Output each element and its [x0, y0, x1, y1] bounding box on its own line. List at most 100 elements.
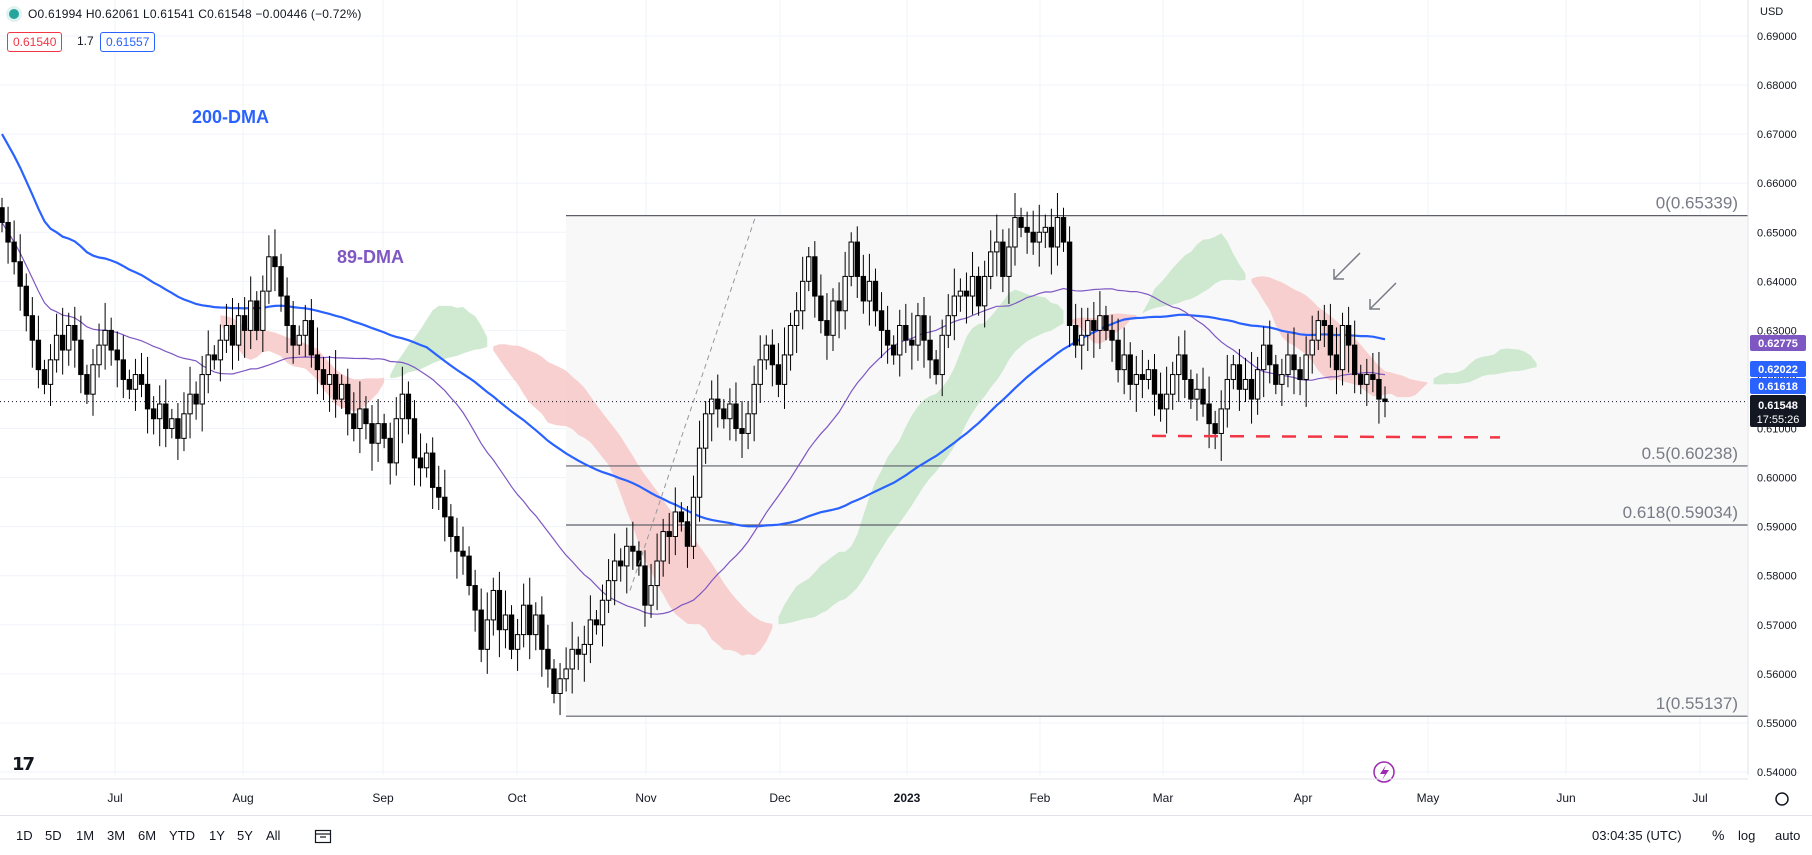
candle-body: [448, 516, 454, 537]
dma200-price-label: 0.61618: [1758, 381, 1798, 393]
range-6m-button[interactable]: 6M: [138, 828, 157, 843]
price-tick-label: 0.55000: [1757, 718, 1797, 730]
candle-body: [1254, 369, 1261, 400]
candle-body: [975, 275, 982, 307]
candle-body: [357, 408, 363, 430]
candle-body: [11, 241, 17, 263]
event-lightning-glyph: [1380, 765, 1389, 780]
auto-scale-button[interactable]: auto: [1775, 828, 1801, 843]
price-tick-label: 0.69000: [1757, 31, 1797, 43]
candle-body: [1151, 369, 1158, 395]
range-1d-button[interactable]: 1D: [16, 828, 33, 843]
candle-body: [351, 413, 357, 430]
candle-body: [842, 275, 848, 312]
percent-scale-button[interactable]: %: [1712, 827, 1725, 843]
candle-body: [1006, 246, 1012, 277]
cloud-bullish: [1142, 233, 1246, 314]
tradingview-logo[interactable]: 17: [12, 754, 35, 775]
support-line: [1151, 434, 1501, 439]
candle-body: [1054, 217, 1061, 248]
sell-price-button[interactable]: 0.61540: [7, 32, 63, 52]
candle-body: [1103, 315, 1109, 331]
candle-body: [496, 589, 503, 631]
chart-annotations: 200-DMA 89-DMA: [0, 107, 1748, 783]
range-all-button[interactable]: All: [266, 828, 281, 843]
range-ytd-button[interactable]: YTD: [169, 828, 195, 843]
candle-body: [278, 266, 284, 297]
candle-body: [848, 241, 854, 277]
candle-body: [1072, 324, 1079, 346]
range-5d-button[interactable]: 5D: [45, 828, 62, 843]
bottom-toolbar: 1D 5D 1M 3M 6M YTD 1Y 5Y All 03:04:35 (U…: [0, 815, 1812, 855]
candle-body: [563, 668, 569, 680]
fib-label: 0.5(0.60238): [1642, 444, 1738, 463]
candle-body: [654, 560, 660, 587]
chart-canvas[interactable]: 0(0.65339) 0.5(0.60238) 0.618(0.59034) 1(0.…: [0, 0, 1812, 815]
candle-body: [727, 403, 733, 420]
countdown-label: 17:55:26: [1757, 414, 1800, 426]
candle-body: [436, 486, 442, 498]
candle-body: [751, 383, 757, 415]
candle-body: [1261, 344, 1267, 371]
candle-body: [1036, 231, 1042, 243]
candle-body: [157, 403, 163, 420]
price-tick-label: 0.60000: [1757, 473, 1797, 485]
candle-body: [102, 329, 108, 346]
time-tick-label: Mar: [1153, 791, 1174, 805]
candle-body: [114, 349, 120, 361]
fib-label: 0(0.65339): [1656, 194, 1738, 213]
candle-body: [59, 334, 66, 351]
candle-body: [1145, 369, 1152, 380]
candle-body: [1042, 226, 1048, 233]
arrow-1: [1333, 252, 1361, 280]
time-tick-label: Oct: [508, 791, 527, 805]
candle-body: [1224, 378, 1230, 410]
candle-body: [181, 413, 187, 439]
candle-body: [272, 256, 278, 268]
log-scale-button[interactable]: log: [1738, 828, 1756, 843]
cloud-bearish: [493, 344, 773, 656]
cloud-price-label: 0.62022: [1758, 364, 1798, 376]
candle-body: [78, 339, 84, 376]
candle-body: [551, 668, 557, 694]
candle-body: [1230, 364, 1237, 380]
range-5y-button[interactable]: 5Y: [237, 828, 253, 843]
candle-body: [41, 369, 48, 385]
candle-body: [1303, 354, 1309, 380]
date-range-calendar-icon[interactable]: [314, 828, 332, 847]
range-3m-button[interactable]: 3M: [107, 828, 126, 843]
candle-body: [1327, 324, 1334, 356]
dma89-annotation: 89-DMA: [337, 247, 404, 267]
candle-body: [872, 280, 879, 312]
candle-body: [326, 374, 333, 385]
candle-body: [1212, 423, 1218, 434]
currency-label[interactable]: USD: [1760, 6, 1784, 18]
candle-body: [630, 545, 636, 552]
range-1y-button[interactable]: 1Y: [209, 828, 225, 843]
candle-body: [17, 261, 23, 287]
candle-body: [715, 398, 721, 410]
price-tick-label: 0.56000: [1757, 669, 1797, 681]
candle-body: [1097, 315, 1103, 331]
candle-body: [442, 496, 448, 518]
candle-body: [1115, 339, 1121, 371]
range-1m-button[interactable]: 1M: [76, 828, 95, 843]
candle-body: [454, 535, 460, 552]
candle-body: [175, 418, 181, 439]
candle-body: [1339, 324, 1346, 371]
candle-body: [393, 418, 399, 464]
ohlc-legend: O0.61994 H0.62061 L0.61541 C0.61548 −0.0…: [6, 6, 362, 22]
candlestick-series: [0, 193, 1388, 716]
candle-body: [399, 393, 406, 420]
candle-body: [1370, 374, 1376, 380]
time-tick-label: Jun: [1556, 791, 1575, 805]
price-tick-label: 0.58000: [1757, 571, 1797, 583]
utc-clock[interactable]: 03:04:35 (UTC): [1592, 828, 1682, 843]
cloud-price-label-bg: [1750, 361, 1806, 377]
candle-body: [23, 285, 29, 317]
candle-body: [878, 310, 885, 331]
candle-body: [1127, 354, 1133, 385]
cloud-bullish: [390, 305, 488, 379]
buy-price-button[interactable]: 0.61557: [100, 32, 156, 52]
candle-body: [223, 324, 230, 341]
